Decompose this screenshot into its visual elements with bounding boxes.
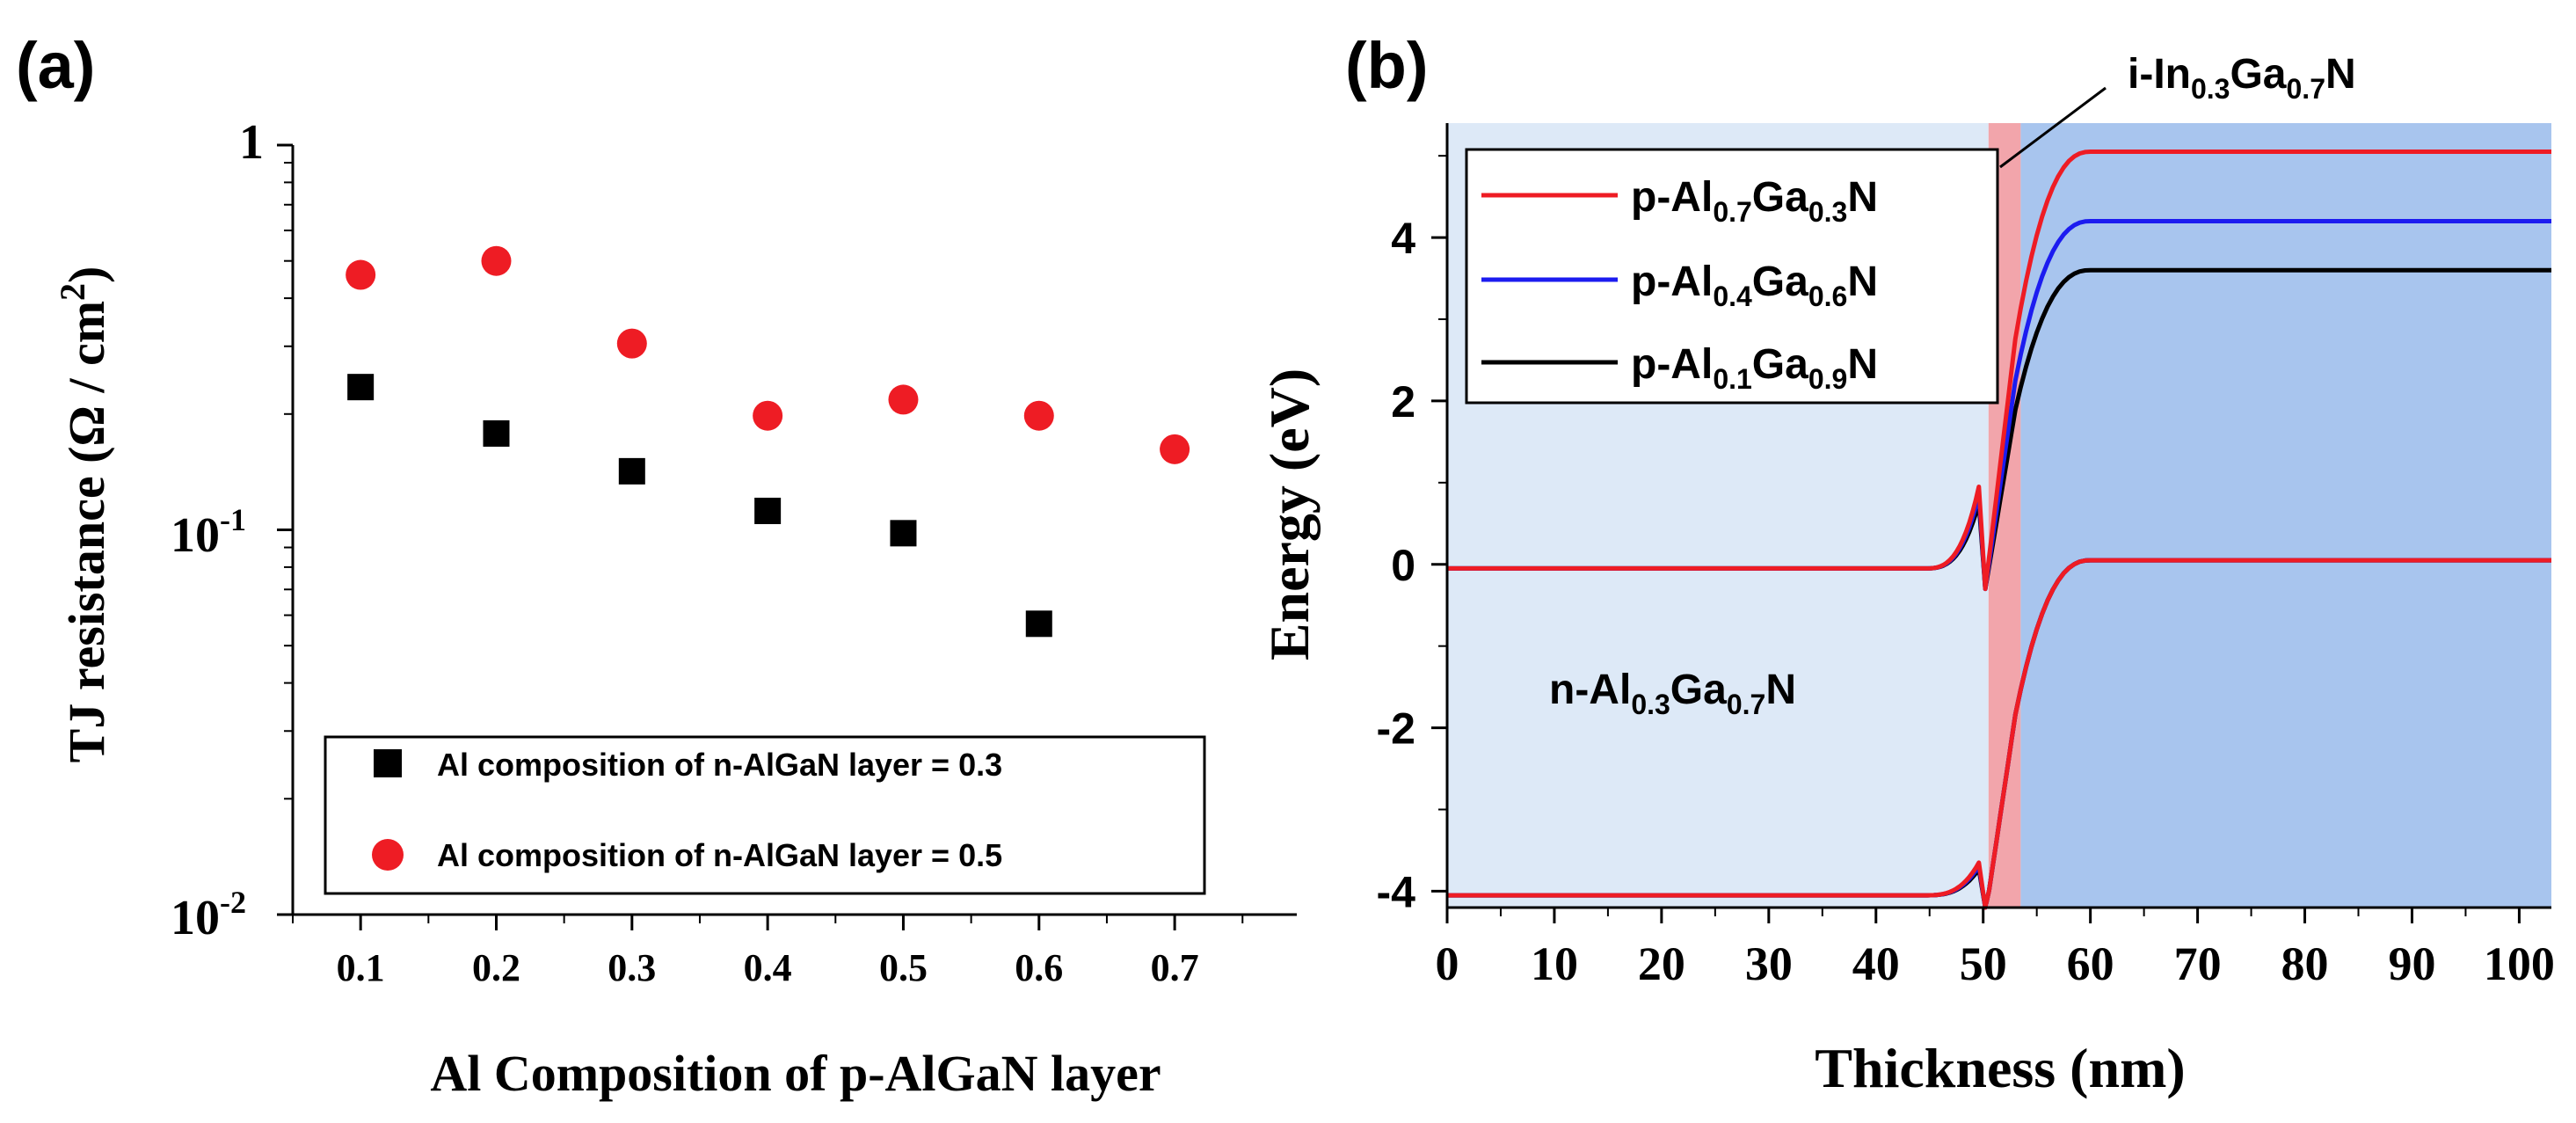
panel-b-x-tick-label: 30 (1745, 937, 1793, 990)
legend-marker-square (374, 749, 402, 777)
legend-marker-circle (372, 839, 404, 871)
panel-b-x-tick-label: 70 (2174, 937, 2222, 990)
panel-b-x-tick-label: 40 (1852, 937, 1900, 990)
panel-b-x-ticks: 0 10 20 30 40 50 60 70 80 90 100 (1436, 908, 2555, 990)
panel-b-x-tick-label: 10 (1531, 937, 1578, 990)
panel-a-x-tick-label: 0.3 (608, 946, 656, 989)
panel-b-y-tick-label: -2 (1377, 704, 1415, 754)
panel-b-x-tick-label: 0 (1436, 937, 1459, 990)
panel-a-legend-box (324, 735, 1206, 895)
data-point-circle (616, 328, 647, 359)
panel-a-legend: Al composition of n-AlGaN layer = 0.3 Al… (324, 735, 1206, 895)
panel-a-y-tick-1: 1 (239, 115, 264, 170)
data-point-square (890, 520, 917, 547)
panel-a-y-ticks (277, 143, 293, 916)
panel-a-x-tick-label: 0.1 (337, 946, 385, 989)
panel-b-y-tick-label: -4 (1377, 867, 1416, 916)
panel-a-x-tick-label: 0.2 (472, 946, 520, 989)
panel-a-label: (a) (16, 29, 95, 102)
conduction-band-curve (1447, 149, 2551, 592)
panel-a-x-ticks (292, 915, 1244, 930)
region-p-layer (2020, 123, 2551, 908)
panel-a-x-tick-label: 0.4 (744, 946, 792, 989)
data-point-circle (753, 400, 783, 431)
panel-b-y-tick-label: 2 (1391, 377, 1415, 427)
panel-a-x-tick-label: 0.6 (1015, 946, 1063, 989)
panel-b-x-tick-label: 90 (2388, 937, 2435, 990)
data-point-square (618, 457, 645, 485)
panel-b-x-tick-label: 20 (1638, 937, 1685, 990)
data-point-circle (1160, 434, 1190, 464)
data-point-square (483, 419, 510, 447)
data-point-circle (346, 259, 376, 290)
legend-label-al07: p-Al0.7Ga0.3N (1631, 174, 1878, 228)
panel-b-y-ticks: -4 -2 0 2 4 (1377, 155, 1447, 916)
panel-a-x-tick-labels: 0.1 0.2 0.3 0.4 0.5 0.6 0.7 (337, 946, 1199, 989)
panel-b-band-curves (1447, 149, 2551, 910)
n-layer-label: n-Al0.3Ga0.7N (1549, 667, 1796, 720)
data-point-square (754, 497, 782, 524)
panel-a-x-label: Al Composition of p-AlGaN layer (430, 1045, 1161, 1102)
data-point-square (1025, 610, 1052, 638)
panel-b-x-tick-label: 100 (2484, 937, 2555, 990)
panel-b-label: (b) (1345, 29, 1429, 102)
i-layer-pointer-line (1999, 86, 2107, 169)
panel-a: (a) 1 10-1 10-2 0.1 0.2 0.3 0.4 0.5 0.6 0.7 Al… (16, 29, 1297, 1102)
panel-a-points (346, 245, 1190, 792)
panel-a-y-tick-0.1: 10-1 (171, 502, 246, 563)
panel-a-y-label: TJ resistance (Ω / cm2) (53, 266, 115, 763)
legend-label-al04: p-Al0.4Ga0.6N (1631, 259, 1878, 312)
panel-b-x-tick-label: 50 (1960, 937, 2007, 990)
legend-label-n05: Al composition of n-AlGaN layer = 0.5 (437, 837, 1002, 873)
panel-b-legend: p-Al0.7Ga0.3N p-Al0.4Ga0.6N p-Al0.1Ga0.9… (1465, 148, 1999, 405)
panel-b-x-tick-label: 80 (2281, 937, 2329, 990)
legend-label-al01: p-Al0.1Ga0.9N (1631, 341, 1878, 395)
data-point-square (347, 374, 375, 401)
valence-band-curve (1447, 558, 2551, 910)
data-point-circle (1023, 400, 1054, 431)
panel-a-x-tick-label: 0.5 (879, 946, 928, 989)
i-layer-label: i-In0.3Ga0.7N (2128, 51, 2356, 105)
panel-a-x-tick-label: 0.7 (1151, 946, 1199, 989)
panel-b-y-label: Energy (eV) (1258, 368, 1321, 660)
legend-label-n03: Al composition of n-AlGaN layer = 0.3 (437, 747, 1002, 783)
panel-b-x-label: Thickness (nm) (1815, 1037, 2185, 1099)
panel-b-y-tick-label: 4 (1391, 214, 1415, 263)
panel-b-y-tick-label: 0 (1391, 541, 1415, 590)
data-point-circle (481, 245, 512, 276)
data-point-circle (888, 384, 919, 415)
panel-b: (b) 0 10 20 30 40 50 60 70 80 90 100 -4 -2 0 2 4 Thick… (1258, 29, 2555, 1099)
panel-a-y-tick-0.01: 10-2 (171, 885, 246, 945)
panel-b-x-tick-label: 60 (2067, 937, 2114, 990)
